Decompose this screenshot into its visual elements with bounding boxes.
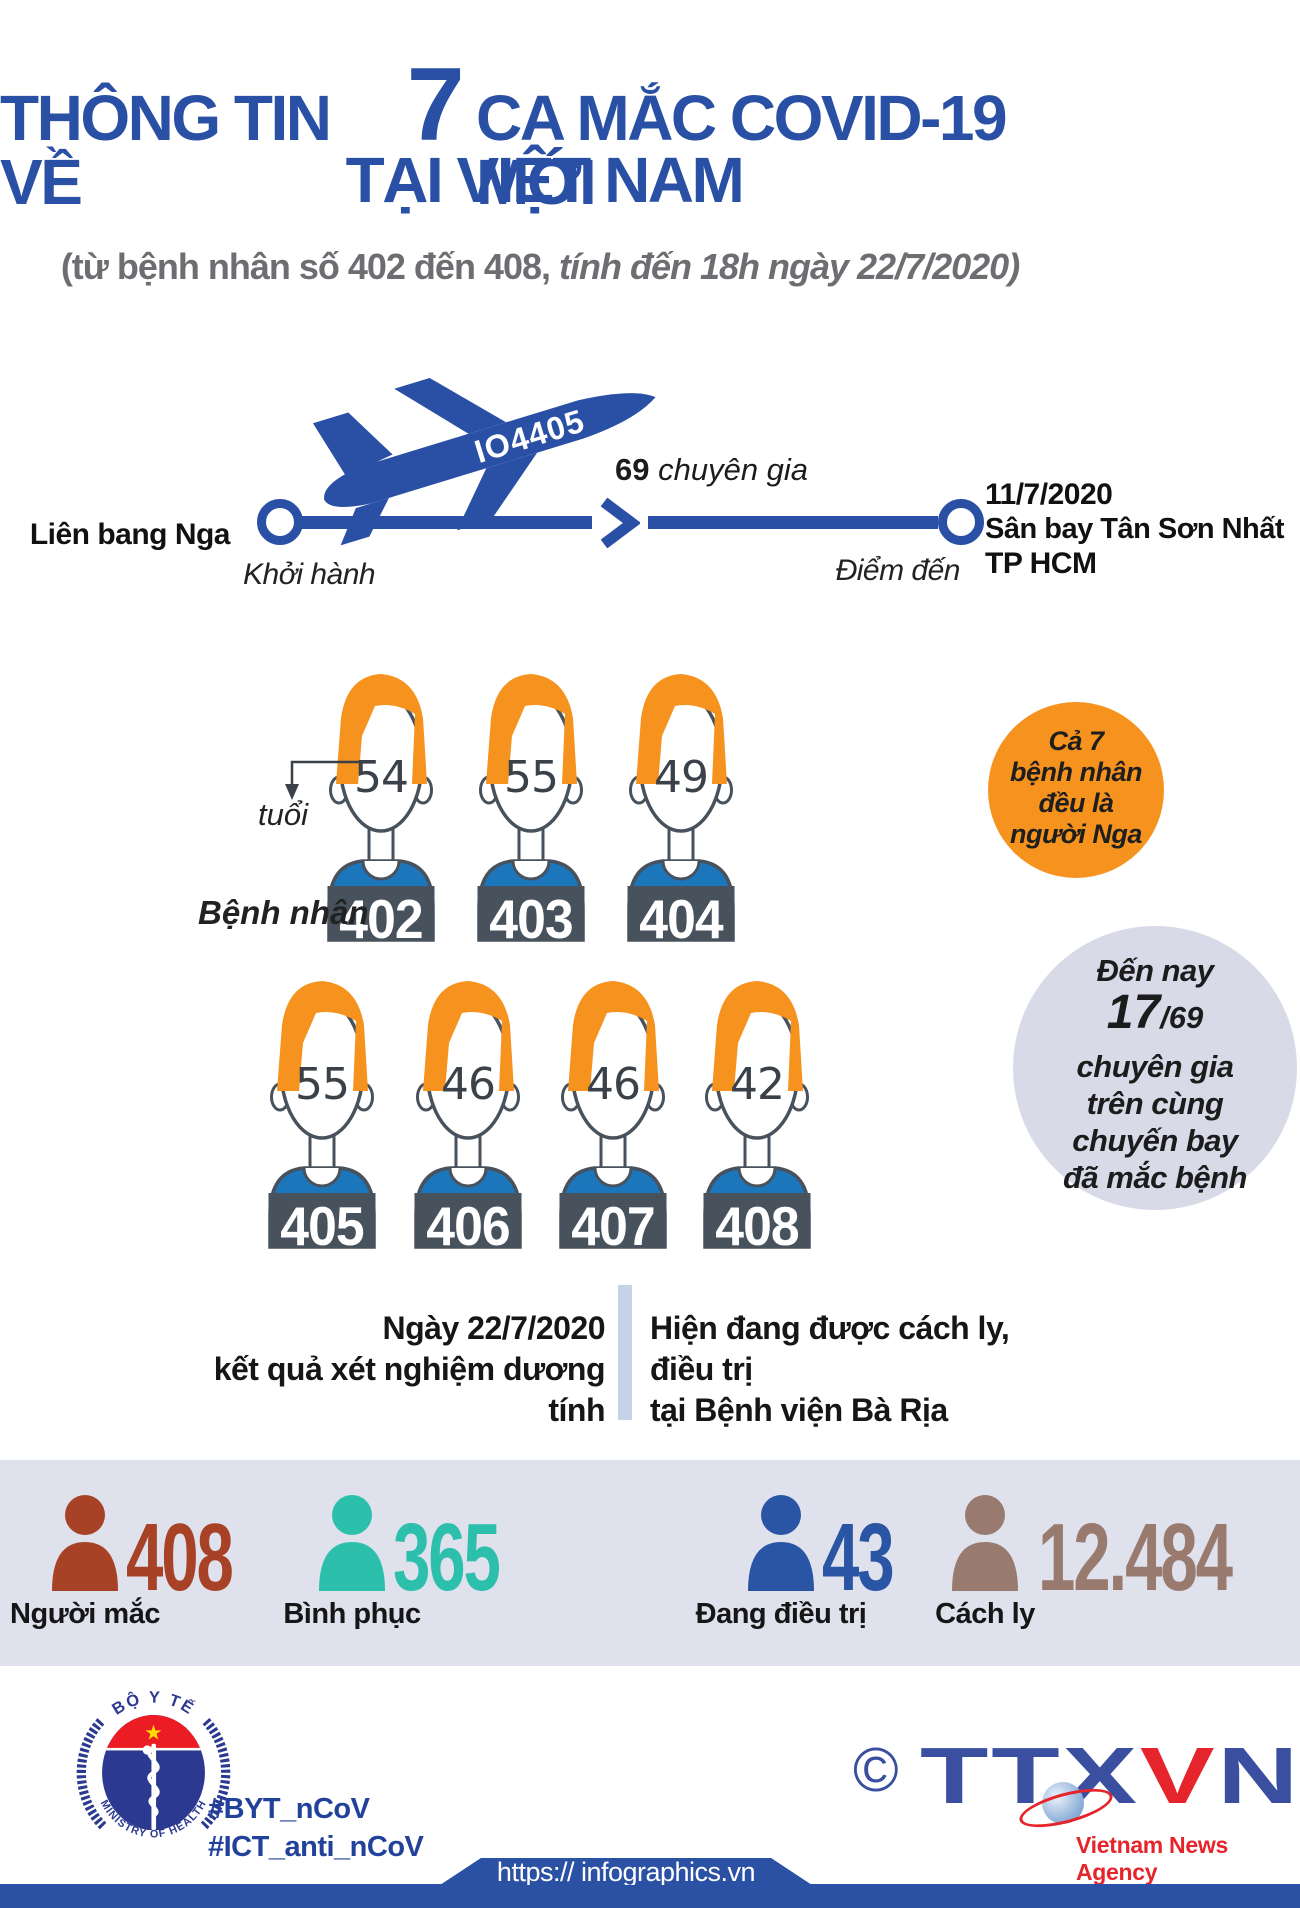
title-count: 7 — [406, 47, 465, 163]
page-title-line2: TẠI VIỆT NAM — [345, 144, 745, 216]
destination-line1: Sân bay Tân Sơn Nhất — [985, 513, 1285, 545]
agency-caption: Vietnam News Agency — [1076, 1832, 1228, 1885]
route-line-left — [300, 516, 592, 529]
ministry-of-health-logo: ★ BỘ Y TẾ MINISTRY OF HEALTH — [76, 1689, 231, 1840]
stat-recovered: 365 Bình phục — [283, 1494, 501, 1630]
moh-top-text: BỘ Y TẾ — [109, 1689, 196, 1719]
patient-age: 49 — [654, 752, 709, 803]
age-label: tuổi — [258, 797, 308, 832]
origin-dot-icon — [257, 499, 303, 545]
person-stat-icon — [319, 1495, 385, 1591]
globe-icon — [1042, 1782, 1084, 1824]
stat-quarantined: 12.484 Cách ly — [935, 1494, 1233, 1630]
person-stat-icon — [52, 1495, 118, 1591]
subtitle-italic: tính đến 18h ngày 22/7/2020) — [550, 246, 1020, 287]
stats-band — [0, 1460, 1300, 1666]
destination-dot-icon — [938, 499, 984, 545]
page-title-line1: THÔNG TIN VỀ 7 CA MẮC COVID-19 MỚI — [0, 47, 1088, 218]
hashtag-byt: #BYT_nCoV — [208, 1793, 370, 1825]
patient-label: Bệnh nhân — [198, 894, 369, 931]
stat-label: Cách ly — [935, 1598, 1035, 1630]
destination-line2: TP HCM — [985, 547, 1097, 580]
subtitle-bold: (từ bệnh nhân số 402 đến 408, — [60, 246, 551, 287]
stat-value: 365 — [393, 1504, 501, 1611]
flight-infection-note-bubble: Đến nay 17/69 chuyên gia trên cùng chuyế… — [1013, 926, 1297, 1210]
title-post: CA MẮC COVID-19 MỚI — [476, 82, 1008, 218]
footer-bar — [0, 1884, 1300, 1908]
person-stat-icon — [748, 1495, 814, 1591]
treatment-note: Hiện đang được cách ly, điều trị tại Bện… — [650, 1310, 1010, 1428]
title-pre: THÔNG TIN VỀ — [0, 82, 332, 218]
ttxvn-logo: TTXVN — [920, 1731, 1300, 1820]
infection-ratio: 17/69 — [1106, 986, 1204, 1039]
site-url: https:// infographics.vn — [496, 1857, 756, 1887]
patient-figure-408: 42 408 — [701, 975, 813, 1254]
star-icon: ★ — [144, 1722, 162, 1745]
airplane-icon: IO4405 — [285, 302, 690, 577]
stat-value: 12.484 — [1038, 1504, 1233, 1611]
stat-value: 43 — [822, 1504, 895, 1611]
hashtag-ict: #ICT_anti_nCoV — [208, 1831, 424, 1863]
person-stat-icon — [952, 1495, 1018, 1591]
route-arrow-icon — [600, 498, 640, 548]
patient-age: 54 — [354, 752, 409, 803]
patient-number: 404 — [639, 888, 723, 950]
russian-note-bubble: Cả 7 bệnh nhân đều là người Nga — [988, 702, 1164, 878]
patient-number: 405 — [280, 1195, 364, 1257]
origin-label: Liên bang Nga — [29, 518, 231, 551]
patient-age: 46 — [441, 1059, 496, 1110]
route-line-right — [648, 516, 938, 529]
origin-caption: Khởi hành — [243, 558, 376, 591]
patient-number: 408 — [715, 1195, 799, 1257]
patient-number: 402 — [339, 888, 423, 950]
age-arrow-icon — [285, 760, 368, 800]
patient-figure-403: 55 403 — [475, 668, 587, 947]
stat-label: Đang điều trị — [695, 1598, 867, 1630]
svg-text:BỘ Y TẾ: BỘ Y TẾ — [109, 1689, 198, 1719]
patient-number: 403 — [489, 888, 573, 950]
stat-value: 408 — [126, 1504, 234, 1611]
test-result-note: Ngày 22/7/2020 kết quả xét nghiệm dương … — [213, 1310, 606, 1428]
stat-infected: 408 Người mắc — [10, 1494, 234, 1630]
patient-figure-407: 46 407 — [557, 975, 669, 1254]
stat-label: Người mắc — [10, 1598, 160, 1630]
arrival-date: 11/7/2020 — [985, 478, 1113, 511]
page-subtitle: (từ bệnh nhân số 402 đến 408, tính đến 1… — [0, 246, 1080, 288]
patient-figure-406: 46 406 — [412, 975, 524, 1254]
patient-figure-404: 49 404 — [625, 668, 737, 947]
stat-in-treatment: 43 Đang điều trị — [696, 1494, 895, 1630]
patient-figure-402: 54 402 — [325, 668, 437, 947]
patient-number: 406 — [426, 1195, 510, 1257]
patient-age: 55 — [504, 752, 559, 803]
note-divider — [618, 1285, 632, 1420]
patient-age: 42 — [730, 1059, 785, 1110]
patient-age: 46 — [586, 1059, 641, 1110]
stat-label: Bình phục — [283, 1598, 421, 1630]
copyright-icon: © — [853, 1736, 899, 1805]
patient-number: 407 — [571, 1195, 655, 1257]
patient-age: 55 — [295, 1059, 350, 1110]
destination-caption: Điểm đến — [835, 554, 961, 587]
experts-count: 69 chuyên gia — [615, 452, 809, 487]
url-ribbon: https:// infographics.vn — [440, 1858, 812, 1885]
patient-figure-405: 55 405 — [266, 975, 378, 1254]
